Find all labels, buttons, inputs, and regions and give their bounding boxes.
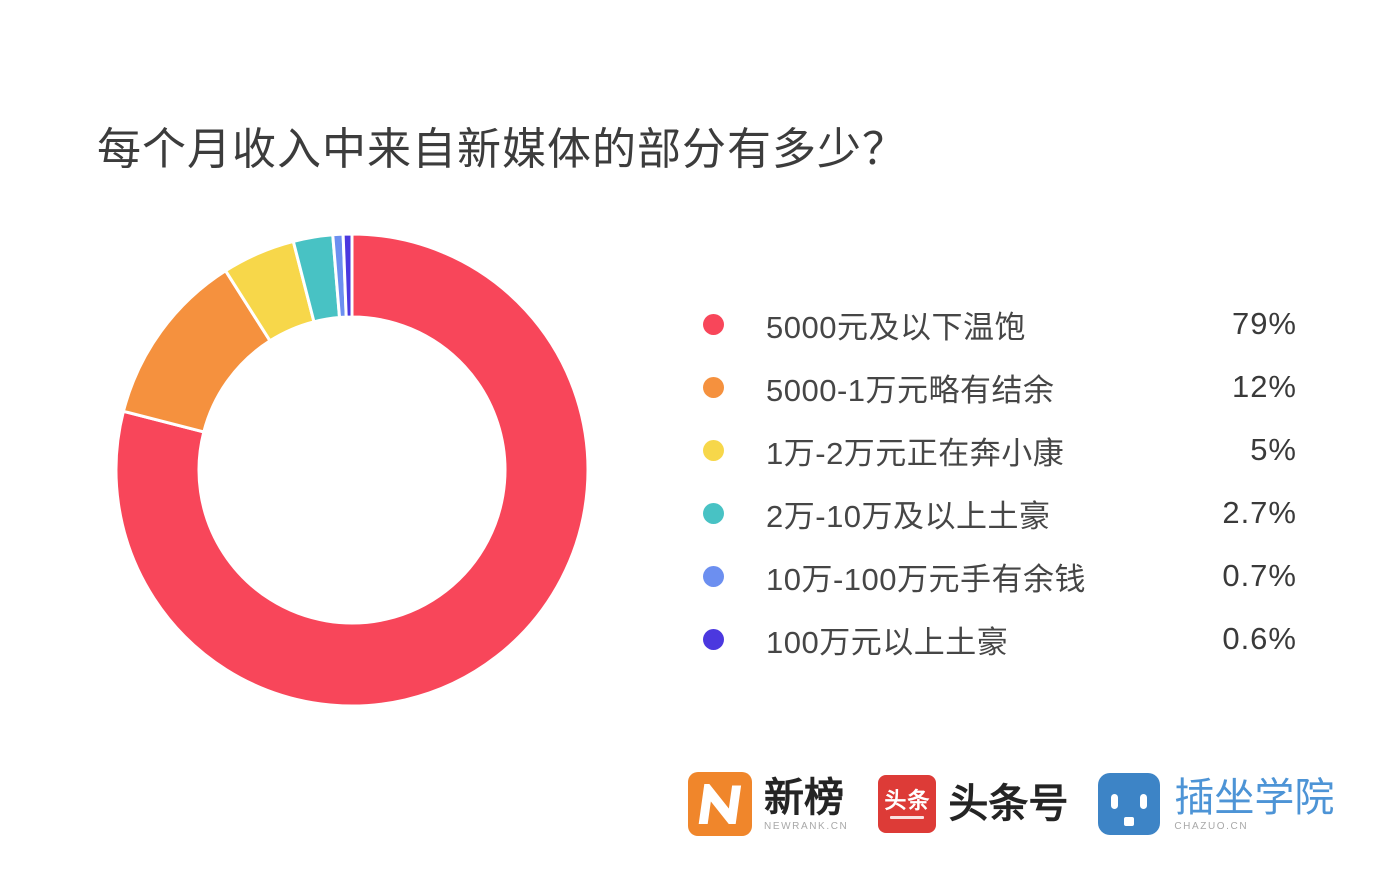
chazuo-icon-eye xyxy=(1111,794,1119,809)
legend-item: 5000元及以下温饱 79% xyxy=(703,306,1297,345)
legend-value: 79% xyxy=(1231,306,1297,341)
brand-chazuo: 插坐学院 CHAZUO.CN xyxy=(1098,773,1334,835)
brand-name: 新榜 xyxy=(764,775,844,820)
chazuo-icon-eye xyxy=(1140,794,1148,809)
legend-item: 1万-2万元正在奔小康 5% xyxy=(703,432,1297,471)
chazuo-logo-icon xyxy=(1098,773,1161,835)
legend-label: 5000-1万元略有结余 xyxy=(766,372,1055,408)
legend-item: 5000-1万元略有结余 12% xyxy=(703,369,1297,408)
legend-item: 100万元以上土豪 0.6% xyxy=(703,621,1297,660)
legend-value: 2.7% xyxy=(1222,495,1297,530)
legend-label: 2万-10万及以上土豪 xyxy=(766,498,1051,534)
brand-toutiao: 头条 头条号 xyxy=(878,775,1068,833)
brand-newrank: 新榜 NEWRANK.CN xyxy=(688,772,848,836)
chart-title: 每个月收入中来自新媒体的部分有多少？ xyxy=(97,125,907,175)
legend-value: 0.7% xyxy=(1222,558,1297,593)
legend-label: 100万元以上土豪 xyxy=(766,624,1009,660)
legend-value: 12% xyxy=(1231,369,1297,404)
brand-caption: NEWRANK.CN xyxy=(764,820,849,832)
brand-text: 新榜 NEWRANK.CN xyxy=(764,777,848,832)
chazuo-icon-mouth xyxy=(1124,817,1135,826)
legend-swatch-icon xyxy=(703,376,724,398)
brand-caption: CHAZUO.CN xyxy=(1174,820,1249,832)
donut-chart xyxy=(114,232,590,708)
donut-slice xyxy=(341,232,354,319)
brand-footer: 新榜 NEWRANK.CN 头条 头条号 插坐学院 CHAZUO.CN xyxy=(688,772,1334,836)
brand-text: 插坐学院 CHAZUO.CN xyxy=(1174,777,1334,832)
legend-swatch-icon xyxy=(703,628,724,650)
brand-name: 插坐学院 xyxy=(1174,775,1335,820)
legend-swatch-icon xyxy=(703,502,724,524)
legend-label: 1万-2万元正在奔小康 xyxy=(766,435,1065,471)
legend-swatch-icon xyxy=(703,565,724,587)
legend-value: 5% xyxy=(1250,432,1297,467)
legend-label: 5000元及以下温饱 xyxy=(766,309,1026,345)
legend-label: 10万-100万元手有余钱 xyxy=(766,561,1087,597)
legend-swatch-icon xyxy=(703,439,724,461)
donut-slice xyxy=(114,232,590,708)
legend-item: 10万-100万元手有余钱 0.7% xyxy=(703,558,1297,597)
toutiao-logo-icon: 头条 xyxy=(878,775,937,833)
chart-legend: 5000元及以下温饱 79% 5000-1万元略有结余 12% 1万-2万元正在… xyxy=(703,306,1297,685)
legend-value: 0.6% xyxy=(1222,621,1297,656)
newrank-logo-icon xyxy=(688,772,752,836)
legend-item: 2万-10万及以上土豪 2.7% xyxy=(703,495,1297,534)
brand-name: 头条号 xyxy=(948,782,1069,826)
toutiao-icon-text: 头条 xyxy=(884,787,931,813)
toutiao-icon-underline xyxy=(890,815,925,819)
legend-swatch-icon xyxy=(703,313,724,335)
